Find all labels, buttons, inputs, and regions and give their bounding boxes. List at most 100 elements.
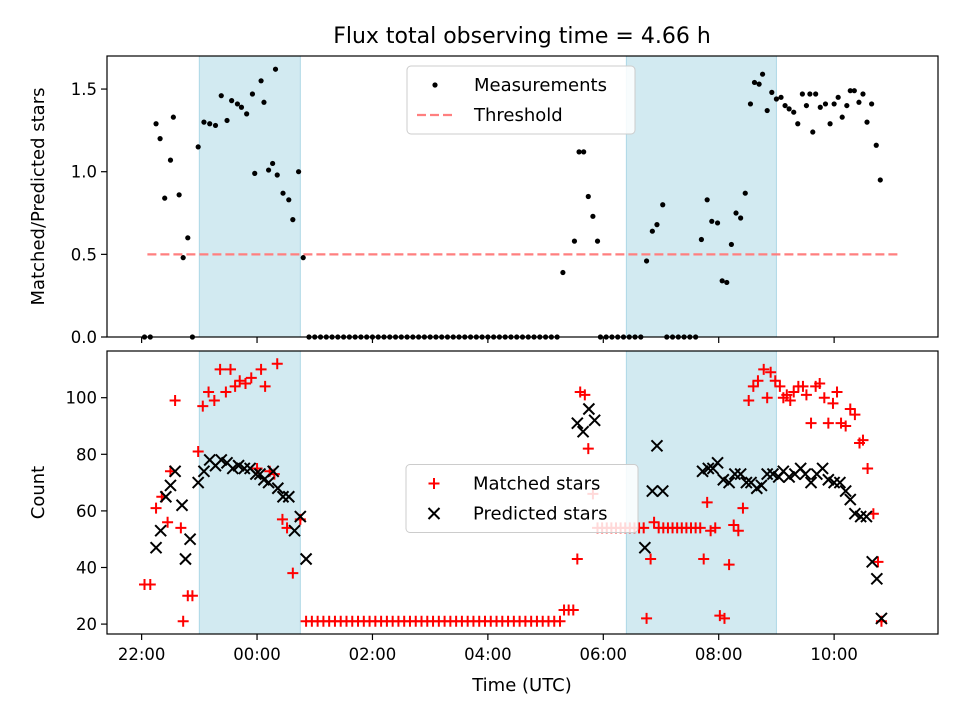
axes-ticks: 22:00 00:00 02:00 04:00 06:00 08:00 10:00 20 40 6… <box>66 389 858 664</box>
data-point <box>800 389 812 401</box>
data-point <box>765 366 777 378</box>
data-point <box>186 590 198 602</box>
data-point <box>245 372 257 384</box>
data-marks <box>141 66 898 340</box>
data-point <box>643 258 650 264</box>
data-point <box>162 195 168 201</box>
legend-handle <box>432 82 438 88</box>
data-point <box>238 104 245 110</box>
data-point <box>571 416 584 430</box>
data-point <box>862 462 874 474</box>
x-tick-label-5: 08:00 <box>695 645 743 664</box>
data-point <box>234 101 241 107</box>
data-point <box>218 93 224 99</box>
data-point <box>698 236 704 243</box>
data-point <box>234 375 246 387</box>
data-point <box>733 210 739 216</box>
data-point <box>702 462 715 475</box>
bottom-plot-frame <box>106 350 939 635</box>
data-point <box>839 114 845 120</box>
top-plot-frame <box>106 55 939 338</box>
data-point <box>197 400 209 412</box>
data-point <box>157 136 163 142</box>
data-point <box>860 91 866 97</box>
data-point <box>740 476 753 489</box>
data-point <box>732 525 744 537</box>
x-tick-label-6: 10:00 <box>810 645 858 664</box>
data-point <box>203 386 215 398</box>
data-point <box>799 467 812 481</box>
data-point <box>723 559 735 571</box>
data-point <box>805 417 817 429</box>
series-measurements <box>141 66 883 340</box>
y-tick-label-2: 60 <box>76 502 97 521</box>
data-point <box>255 363 267 375</box>
legend-label: Matched stars <box>473 474 600 495</box>
top-y-axis-label: Matched/Predicted stars <box>28 88 49 306</box>
data-point <box>698 553 710 565</box>
data-point <box>795 121 801 127</box>
x-axis-label: Time (UTC) <box>471 675 572 696</box>
data-point <box>220 386 232 398</box>
data-point <box>576 149 582 155</box>
data-point <box>585 193 591 200</box>
data-point <box>571 238 578 244</box>
data-point <box>594 238 601 244</box>
data-point <box>660 202 666 208</box>
shaded-interval-0 <box>198 55 301 338</box>
data-point <box>638 522 650 534</box>
data-point <box>803 102 810 109</box>
data-point <box>249 91 256 97</box>
data-point <box>711 456 724 469</box>
legend-box <box>406 65 636 135</box>
axes-ticks: 0.0 0.5 1.0 1.5 <box>71 80 835 347</box>
data-point <box>641 612 653 624</box>
data-point <box>778 94 784 100</box>
y-tick-label-2: 1.0 <box>71 163 97 182</box>
y-tick-label-3: 80 <box>76 445 97 464</box>
data-point <box>195 144 201 150</box>
data-point <box>849 409 861 421</box>
data-point <box>722 476 736 489</box>
data-point <box>774 380 786 392</box>
data-point <box>857 434 869 446</box>
data-point <box>839 484 852 498</box>
data-point <box>751 79 758 86</box>
data-point <box>817 104 823 110</box>
data-point <box>737 502 749 514</box>
data-point <box>728 519 740 531</box>
series-predicted-stars <box>149 402 888 625</box>
data-point <box>866 555 879 569</box>
data-point <box>167 157 174 163</box>
data-point <box>270 160 276 167</box>
data-point <box>833 476 847 489</box>
shaded-interval-1 <box>625 55 777 338</box>
data-point <box>718 612 730 624</box>
data-point <box>752 375 764 387</box>
data-point <box>654 222 660 228</box>
data-point <box>714 220 721 226</box>
data-point <box>582 443 594 455</box>
data-point <box>201 119 207 125</box>
data-point <box>287 567 299 579</box>
data-point <box>154 524 167 537</box>
data-point <box>265 167 272 173</box>
data-point <box>183 532 197 546</box>
data-point <box>280 190 286 196</box>
data-point <box>804 476 818 489</box>
data-point <box>650 439 664 453</box>
data-point <box>645 553 657 565</box>
data-point <box>875 612 888 625</box>
y-tick-label-4: 100 <box>66 389 98 408</box>
bottom-y-axis-label: Count <box>28 466 49 519</box>
data-point <box>728 467 742 481</box>
data-point <box>177 615 189 627</box>
data-point <box>170 114 176 120</box>
data-point <box>786 106 792 112</box>
data-point <box>261 99 267 105</box>
data-point <box>864 119 870 125</box>
data-point <box>276 490 290 503</box>
data-point <box>734 467 747 481</box>
legend-handle <box>428 478 440 489</box>
data-point <box>229 380 241 392</box>
